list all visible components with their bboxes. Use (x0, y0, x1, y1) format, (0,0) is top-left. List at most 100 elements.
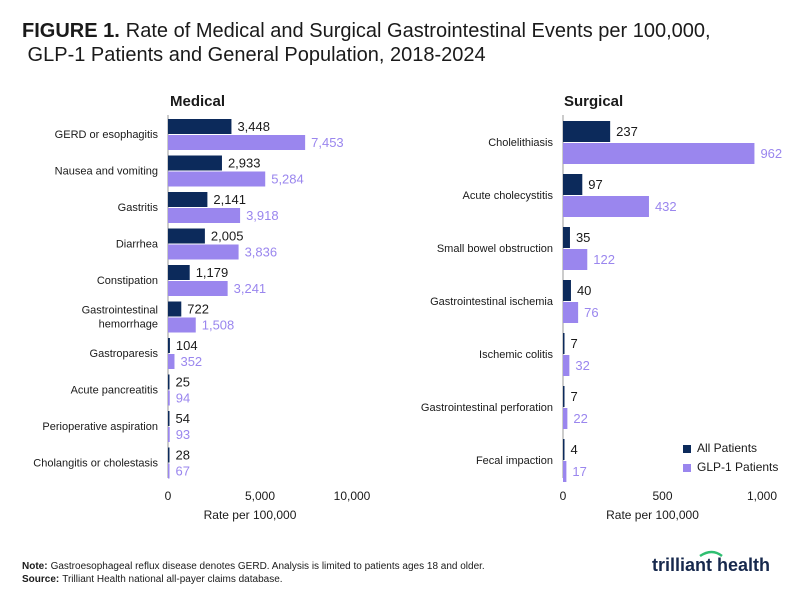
value-label: 93 (176, 427, 190, 442)
bar (168, 447, 170, 463)
bar (168, 354, 175, 369)
bar (563, 249, 588, 270)
value-label: 2,141 (213, 192, 246, 207)
bar (563, 143, 755, 164)
logo: trilliant health (652, 555, 770, 575)
value-label: 22 (573, 411, 587, 426)
logo-accent (699, 550, 723, 558)
value-label: 17 (572, 464, 586, 479)
value-label: 97 (588, 177, 602, 192)
legend-label: All Patients (697, 441, 757, 455)
value-label: 104 (176, 338, 198, 353)
value-label: 432 (655, 199, 677, 214)
category-label: Gastrointestinal hemorrhage (82, 304, 158, 330)
bar (563, 174, 583, 195)
bar (168, 390, 170, 406)
bar (563, 461, 567, 482)
x-axis-label: Rate per 100,000 (606, 508, 699, 522)
category-label: Constipation (97, 275, 158, 287)
value-label: 962 (760, 146, 782, 161)
value-label: 3,836 (245, 244, 278, 259)
value-label: 4 (571, 442, 578, 457)
bar (563, 302, 579, 323)
category-label: Cholelithiasis (488, 137, 553, 149)
value-label: 5,284 (271, 171, 304, 186)
bar (168, 244, 239, 260)
bar (168, 228, 205, 244)
bar (563, 386, 565, 407)
value-label: 28 (176, 447, 190, 462)
value-label: 67 (176, 463, 190, 478)
bar (563, 280, 571, 301)
value-label: 722 (187, 301, 209, 316)
value-label: 3,241 (234, 281, 267, 296)
value-label: 25 (176, 374, 190, 389)
x-tick-label: 1,000 (747, 489, 777, 503)
category-label: GERD or esophagitis (55, 129, 159, 141)
legend-label: GLP-1 Patients (697, 460, 778, 474)
value-label: 32 (575, 358, 589, 373)
category-label: Gastritis (118, 202, 159, 214)
category-label: Gastrointestinal perforation (421, 402, 553, 414)
value-label: 7,453 (311, 135, 344, 150)
bar (563, 333, 565, 354)
value-label: 2,933 (228, 155, 261, 170)
source-text: Trilliant Health national all-payer clai… (62, 574, 282, 585)
panel-title: Surgical (564, 93, 623, 110)
bar (168, 208, 241, 223)
bar (168, 411, 170, 426)
value-label: 237 (616, 124, 638, 139)
bar (168, 135, 306, 150)
x-tick-label: 10,000 (334, 489, 371, 503)
panel-title: Medical (170, 93, 225, 110)
value-label: 94 (176, 390, 190, 405)
bar (563, 121, 611, 142)
category-label: Gastrointestinal ischemia (430, 296, 554, 308)
x-tick-label: 5,000 (245, 489, 275, 503)
x-axis-label: Rate per 100,000 (204, 508, 297, 522)
title-label-line: FIGURE 1. (22, 20, 120, 42)
value-label: 7 (571, 389, 578, 404)
bar (563, 355, 570, 376)
x-tick-label: 0 (165, 489, 172, 503)
title-label: FIGURE 1. (22, 20, 120, 42)
value-label: 7 (571, 336, 578, 351)
value-label: 1,508 (202, 317, 235, 332)
bar (563, 227, 570, 248)
value-label: 2,005 (211, 228, 244, 243)
category-label: Cholangitis or cholestasis (33, 457, 158, 469)
chart-title: Rate of Medical and Surgical Gastrointes… (22, 20, 711, 66)
category-label: Nausea and vomiting (55, 165, 158, 177)
value-label: 76 (584, 305, 598, 320)
category-label: Perioperative aspiration (42, 421, 158, 433)
legend-swatch (683, 464, 691, 472)
source-label: Source: (22, 574, 59, 585)
bar (168, 192, 208, 207)
note: Note: Gastroesophageal reflux disease den… (22, 561, 485, 572)
note-text: Gastroesophageal reflux disease denotes … (51, 561, 485, 572)
category-label: Gastroparesis (90, 348, 159, 360)
category-label: Acute cholecystitis (463, 190, 554, 202)
bar (563, 439, 565, 460)
bar (168, 281, 228, 296)
category-label: Fecal impaction (476, 455, 553, 467)
legend-swatch (683, 445, 691, 453)
value-label: 352 (180, 354, 202, 369)
value-label: 35 (576, 230, 590, 245)
value-label: 40 (577, 283, 591, 298)
category-label: Ischemic colitis (479, 349, 553, 361)
bar (168, 119, 232, 134)
value-label: 122 (593, 252, 615, 267)
bar (168, 427, 170, 442)
value-label: 3,918 (246, 208, 279, 223)
bar (168, 374, 170, 390)
bar (563, 408, 568, 429)
bar (168, 265, 190, 280)
value-label: 3,448 (237, 119, 270, 134)
x-tick-label: 500 (652, 489, 672, 503)
value-label: 54 (176, 411, 190, 426)
category-label: Acute pancreatitis (71, 384, 159, 396)
bar (563, 196, 649, 217)
bar (168, 171, 266, 187)
